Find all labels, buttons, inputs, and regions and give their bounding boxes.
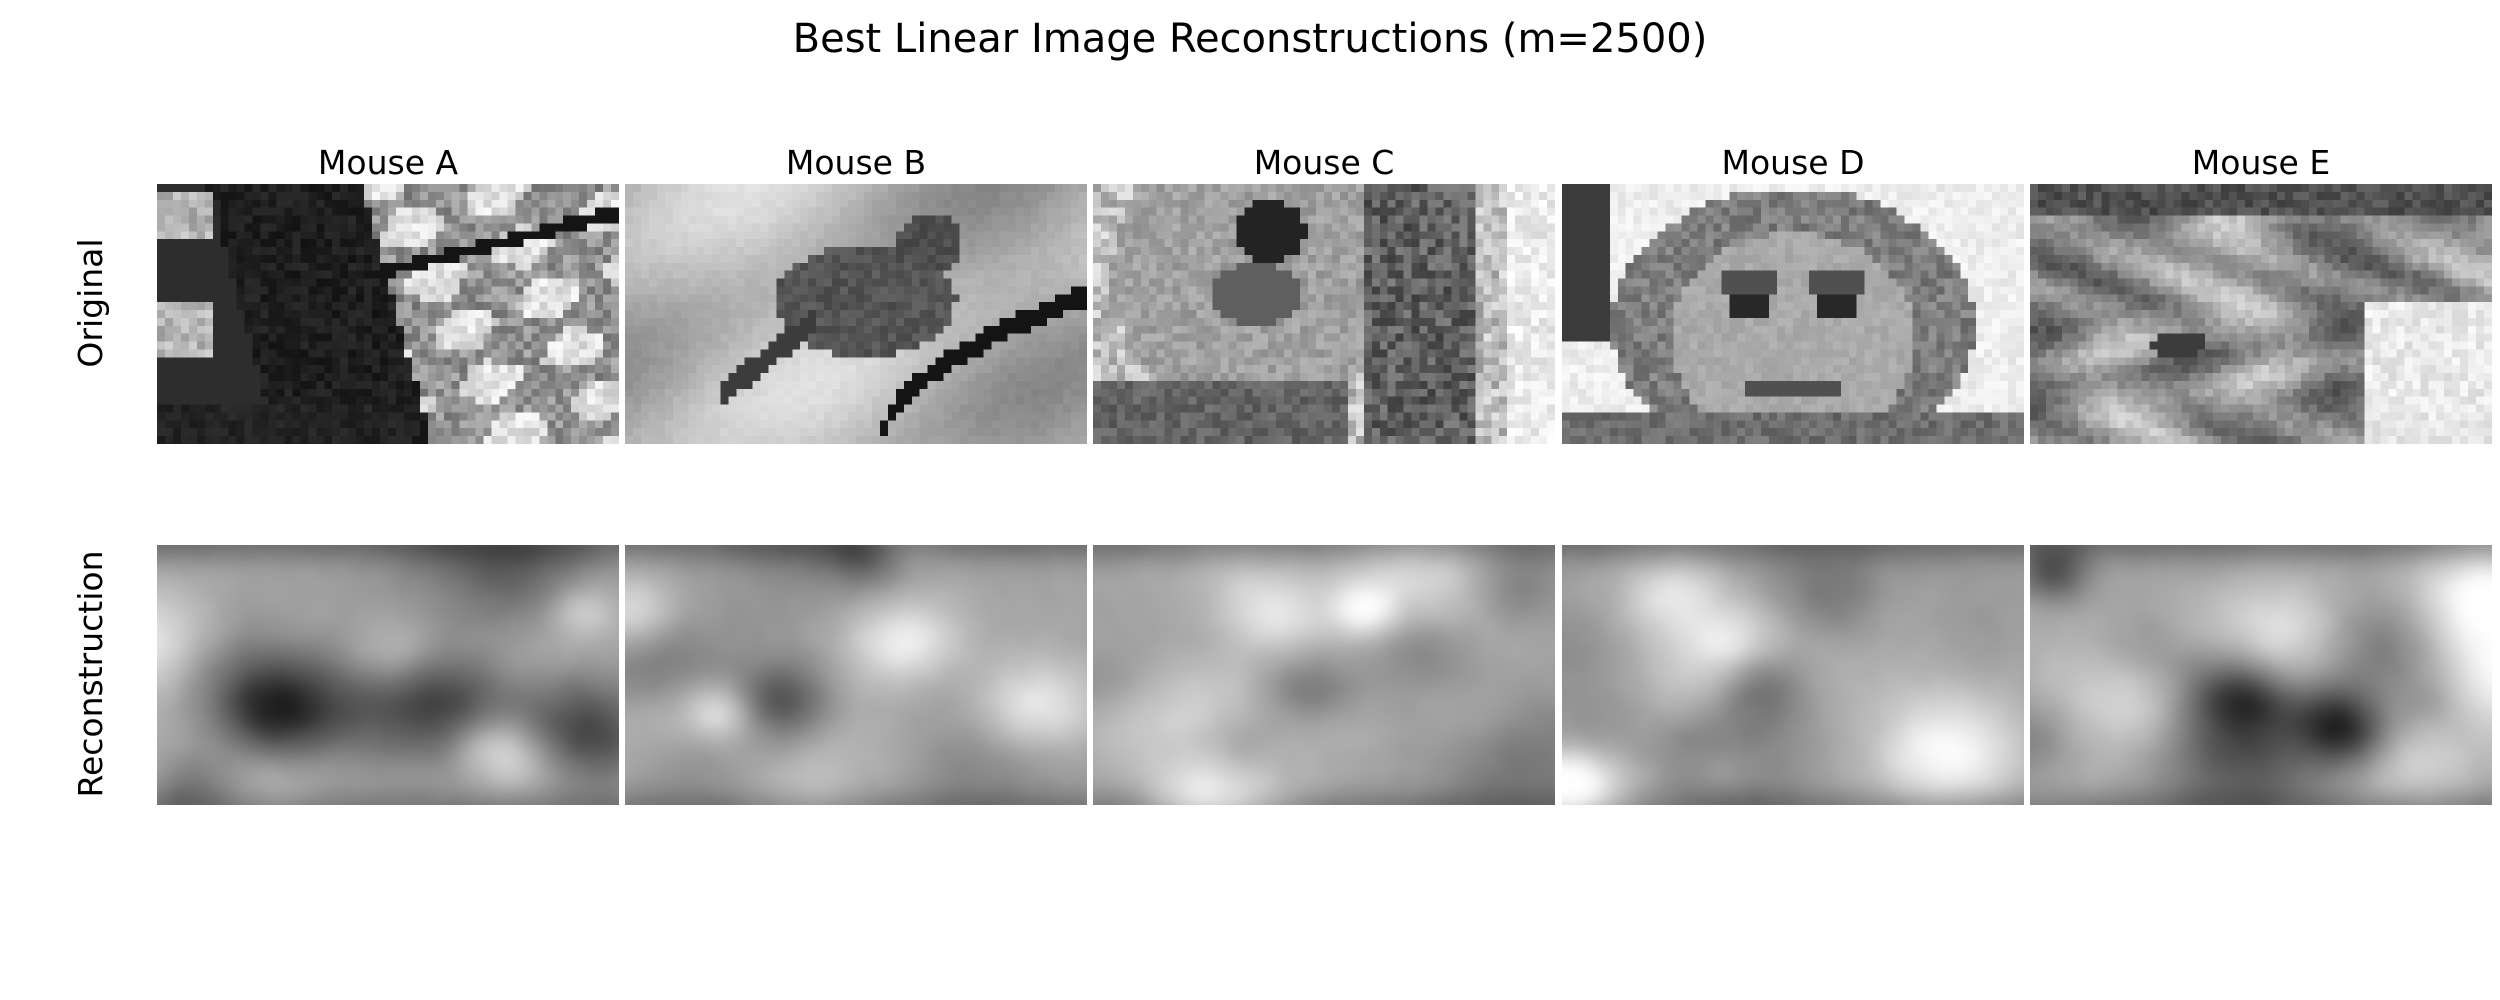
original-image-mouse-b — [625, 184, 1087, 444]
reconstruction-image-mouse-e — [2030, 545, 2492, 805]
reconstruction-image-mouse-d — [1562, 545, 2024, 805]
row-label-original: Original — [71, 238, 110, 368]
column-title-mouse-c: Mouse C — [1253, 143, 1395, 182]
original-image-mouse-d — [1562, 184, 2024, 444]
column-title-mouse-a: Mouse A — [317, 143, 459, 182]
row-label-reconstruction: Reconstruction — [71, 550, 110, 798]
original-image-mouse-c — [1093, 184, 1555, 444]
reconstruction-image-mouse-c — [1093, 545, 1555, 805]
figure-title: Best Linear Image Reconstructions (m=250… — [792, 16, 1708, 62]
original-image-mouse-a — [157, 184, 619, 444]
column-title-mouse-b: Mouse B — [785, 143, 927, 182]
reconstruction-image-mouse-b — [625, 545, 1087, 805]
original-image-mouse-e — [2030, 184, 2492, 444]
column-title-mouse-e: Mouse E — [2191, 143, 2331, 182]
column-title-mouse-d: Mouse D — [1721, 143, 1865, 182]
reconstruction-image-mouse-a — [157, 545, 619, 805]
